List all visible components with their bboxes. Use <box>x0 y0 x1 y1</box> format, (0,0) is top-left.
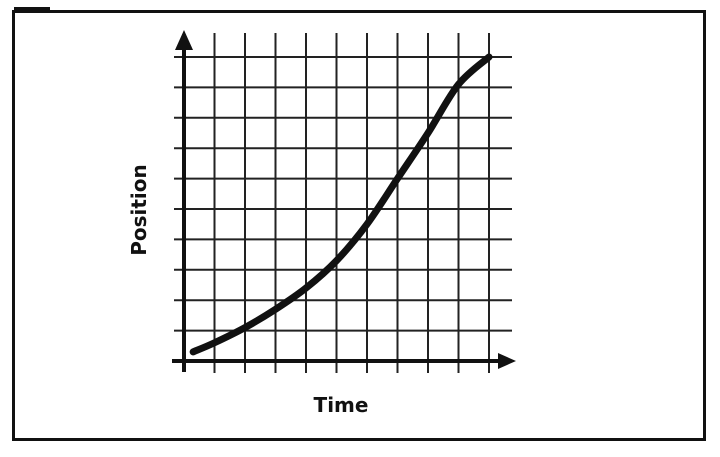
figure-frame <box>12 10 706 441</box>
frame-tab-mark <box>14 7 50 11</box>
x-axis-arrowhead <box>498 353 516 369</box>
position-time-curve <box>189 53 493 356</box>
series <box>189 53 493 356</box>
x-axis-label: Time <box>314 393 369 417</box>
axes <box>172 30 516 372</box>
grid <box>174 33 512 373</box>
y-axis-arrowhead <box>175 30 193 50</box>
y-axis-label: Position <box>127 164 151 256</box>
